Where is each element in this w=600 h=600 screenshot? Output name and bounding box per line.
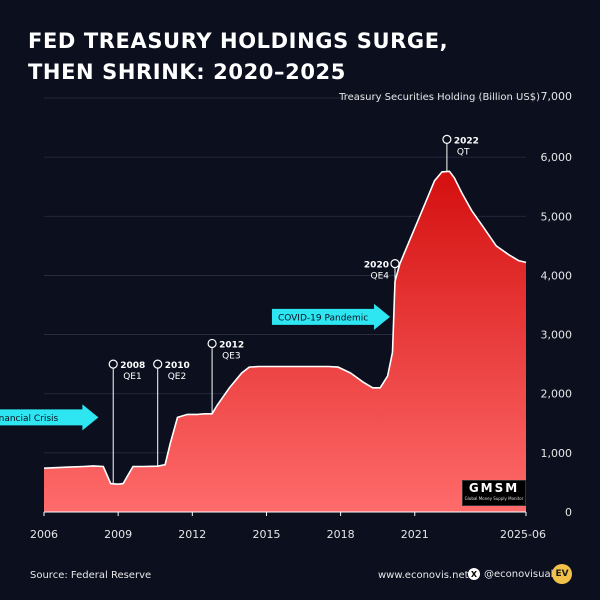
callout-financial-crisis: Financial Crisis [0, 404, 99, 431]
x-tick-label: 2015 [252, 528, 280, 541]
social-handle-text: @econovisuals [484, 568, 559, 580]
callout-arrow-shape [271, 303, 391, 330]
y-tick-label: 5,000 [541, 210, 573, 223]
x-tick-label: 2009 [104, 528, 132, 541]
x-tick-label: 2021 [401, 528, 429, 541]
y-tick-label: 0 [565, 506, 572, 519]
gmsm-watermark: GMSM Global Money Supply Monitor [462, 480, 526, 506]
x-logo-icon: X [468, 568, 480, 580]
annotation-pin-head [207, 338, 217, 349]
series-line [43, 170, 527, 486]
gmsm-logo-text: GMSM [468, 481, 520, 495]
callout-covid-19-pandemic: COVID-19 Pandemic [271, 303, 391, 330]
axes: 0 1,000 2,000 3,000 4,000 5,000 6,000 7,000 2006… [30, 90, 572, 541]
annotation-pin-head [108, 359, 118, 369]
annotation-label: QT [457, 147, 470, 157]
annotation-label: QE3 [222, 351, 241, 361]
callout-text: COVID-19 Pandemic [278, 313, 368, 323]
area-series [43, 170, 527, 513]
callout-arrow-shape [0, 404, 99, 431]
annotation-label: QE1 [123, 372, 142, 382]
annotation-year: 2012 [219, 340, 244, 350]
y-tick-label: 6,000 [541, 151, 573, 164]
annotation-label: QE4 [370, 272, 389, 282]
x-tick-label: 2006 [30, 528, 58, 541]
annotation-pin-head [390, 259, 400, 269]
website-link[interactable]: www.econovis.net [378, 570, 469, 581]
annotations: 2008QE12010QE22012QE32020QE42022QTFinanc… [0, 134, 479, 484]
annotation-label: QE2 [168, 372, 187, 382]
y-tick-label: 7,000 [541, 90, 573, 103]
y-tick-label: 3,000 [541, 329, 573, 342]
social-handle[interactable]: X @econovisuals [468, 568, 559, 580]
chart-title: FED TREASURY HOLDINGS SURGE, THEN SHRINK… [28, 26, 448, 88]
y-tick-label: 2,000 [541, 388, 573, 401]
chart-title-line-1: FED TREASURY HOLDINGS SURGE, [28, 29, 449, 53]
annotation-year: 2010 [165, 361, 190, 371]
annotation-year: 2008 [120, 361, 145, 371]
chart-title-line-2: THEN SHRINK: 2020–2025 [28, 60, 346, 84]
x-tick-label: 2012 [178, 528, 206, 541]
annotation-year: 2022 [454, 136, 479, 146]
gmsm-logo-subtext: Global Money Supply Monitor [464, 496, 524, 501]
y-axis-label: Treasury Securities Holding (Billion US$… [338, 92, 540, 103]
y-tick-label: 4,000 [541, 269, 573, 282]
x-tick-label: 2018 [327, 528, 355, 541]
annotation-year: 2020 [364, 261, 389, 271]
annotation-pin-head [153, 359, 163, 369]
source-note: Source: Federal Reserve [30, 570, 152, 581]
y-tick-label: 1,000 [541, 447, 573, 460]
callout-text: Financial Crisis [0, 414, 59, 424]
econovis-logo: EV [552, 564, 572, 584]
area-fill [44, 171, 526, 513]
x-tick-label: 2025-06 [500, 528, 546, 541]
annotation-pin-head [442, 134, 452, 144]
